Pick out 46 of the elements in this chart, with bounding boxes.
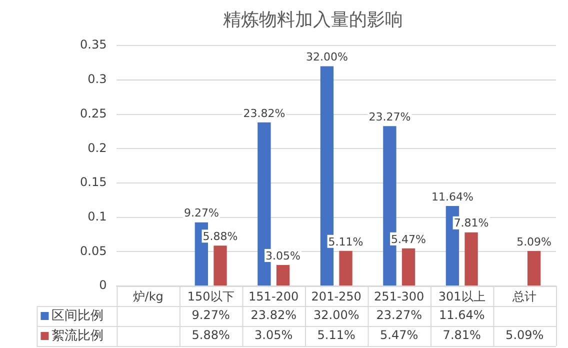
y-tick-label: 0.2 xyxy=(88,140,107,155)
x-tick-label: 251-300 xyxy=(374,289,424,304)
data-label: 5.47% xyxy=(380,328,418,342)
data-label: 9.27% xyxy=(192,308,230,322)
data-label: 5.11% xyxy=(317,328,356,342)
x-tick-label: 总计 xyxy=(512,289,537,304)
text: 3.05% xyxy=(266,249,300,262)
text: 32.00% xyxy=(306,50,348,64)
text: 9.27% xyxy=(184,206,219,220)
data-label: 7.81% xyxy=(442,328,481,342)
data-label: 5.09% xyxy=(506,328,544,342)
data-label: 5.88% xyxy=(192,328,230,342)
x-tick-label: 201-250 xyxy=(311,289,362,304)
bar xyxy=(527,251,541,286)
text: 5.47% xyxy=(391,232,426,246)
text: 5.11% xyxy=(328,235,364,248)
data-label: 23.82% xyxy=(250,308,296,322)
bar xyxy=(464,232,478,286)
text: 23.82% xyxy=(243,106,286,120)
y-tick-label: 0.35 xyxy=(80,38,107,52)
text: 5.09% xyxy=(516,235,552,248)
y-tick-label: 0.3 xyxy=(88,72,107,86)
data-label: 32.00% xyxy=(313,308,360,322)
bar xyxy=(276,265,290,286)
y-tick-label: 0.15 xyxy=(80,175,107,190)
text: 7.81% xyxy=(454,216,489,230)
text: 23.27% xyxy=(368,110,411,124)
data-label: 11.64% xyxy=(438,308,485,322)
x-tick-label: 301以上 xyxy=(438,289,486,304)
y-tick-label: 0.1 xyxy=(88,209,107,224)
x-tick-label: 151-200 xyxy=(248,289,299,304)
chart-title: 精炼物料加入量的影响 xyxy=(223,9,403,30)
data-label: 23.27% xyxy=(376,308,422,322)
y-tick-label: 0 xyxy=(99,278,107,292)
bar xyxy=(402,248,416,286)
y-tick-label: 0.05 xyxy=(80,244,107,258)
text: 11.64% xyxy=(431,190,474,204)
bar xyxy=(339,250,352,286)
x-tick-label: 150以下 xyxy=(187,289,234,304)
legend-label: 区间比例 xyxy=(52,308,104,324)
text: 5.88% xyxy=(202,230,238,243)
bar xyxy=(214,246,227,286)
legend-label: 絮流比例 xyxy=(52,327,104,344)
y-tick-label: 0.25 xyxy=(80,106,107,120)
x-tick-label: 炉/kg xyxy=(132,289,164,304)
data-label: 3.05% xyxy=(254,328,293,342)
